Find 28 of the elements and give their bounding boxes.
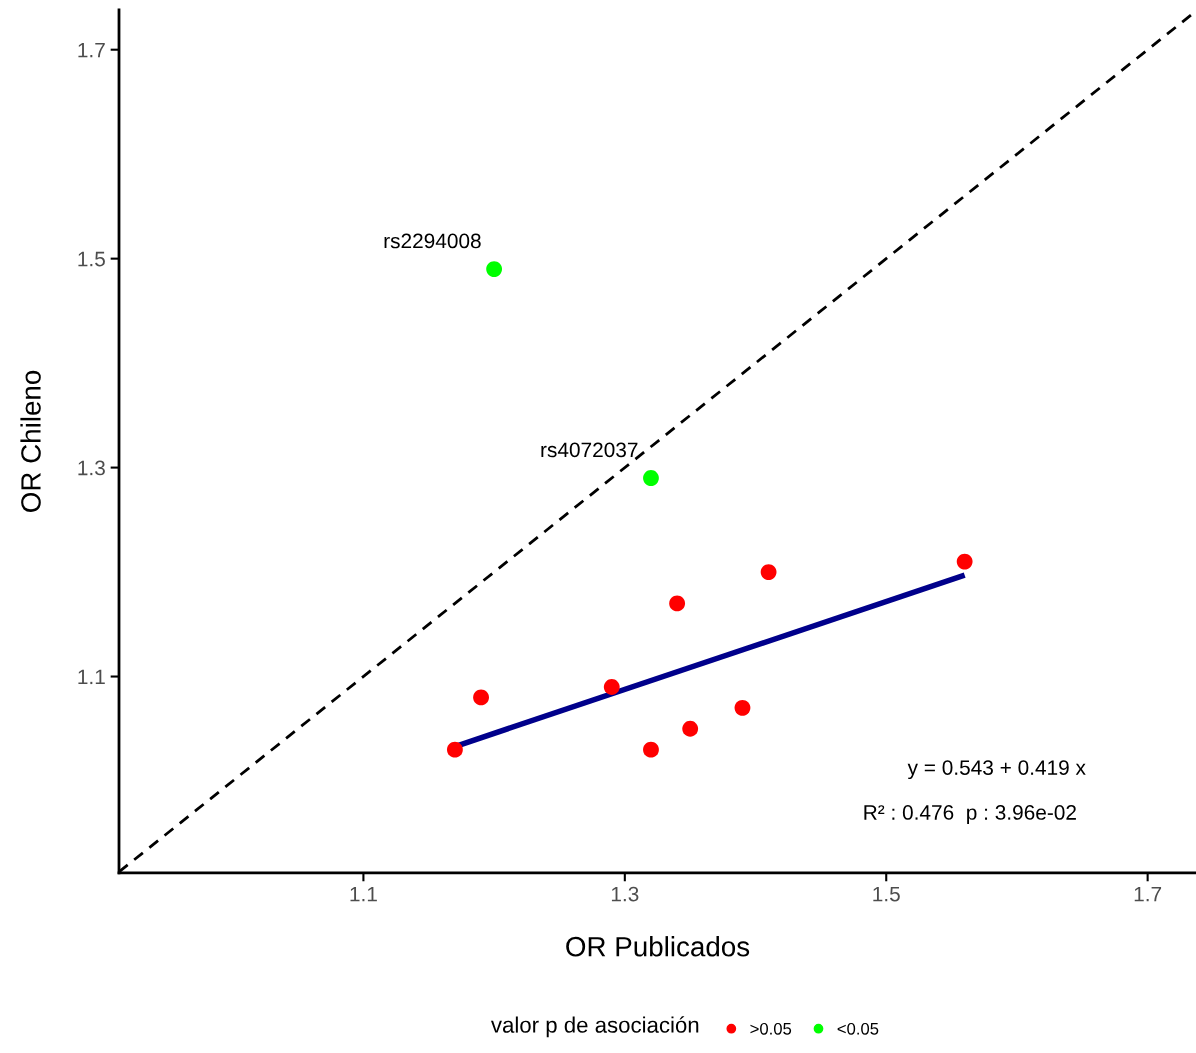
x-tick-label: 1.1 xyxy=(350,886,377,902)
point xyxy=(643,741,659,758)
point xyxy=(486,261,503,278)
legend-label: >0.05 xyxy=(750,1022,792,1035)
point xyxy=(669,595,686,612)
y-tick-label: 1.7 xyxy=(78,42,105,58)
legend-title: valor p de asociación xyxy=(490,1016,699,1038)
point xyxy=(473,689,489,706)
y-axis-title: OR Chileno xyxy=(20,370,41,512)
point xyxy=(446,741,463,758)
y-tick-label: 1.5 xyxy=(78,251,105,267)
point xyxy=(760,564,777,580)
y-tick-label: 1.1 xyxy=(78,669,105,685)
annotation: rs2294008 xyxy=(384,233,481,249)
point xyxy=(682,720,699,737)
annotation: R² : 0.476 p : 3.96e-02 xyxy=(864,805,1076,824)
annotation: y = 0.543 + 0.419 x xyxy=(907,760,1086,780)
annotation: rs4072037 xyxy=(541,442,638,458)
point xyxy=(956,553,973,570)
x-tick-label: 1.7 xyxy=(1134,886,1162,902)
y-tick-label: 1.3 xyxy=(78,460,105,476)
point xyxy=(603,679,620,695)
point xyxy=(643,470,659,486)
legend-label: <0.05 xyxy=(837,1022,879,1035)
x-axis-title: OR Publicados xyxy=(566,936,750,957)
x-tick-label: 1.3 xyxy=(611,886,639,902)
x-tick-label: 1.5 xyxy=(873,886,900,902)
point xyxy=(734,699,751,716)
